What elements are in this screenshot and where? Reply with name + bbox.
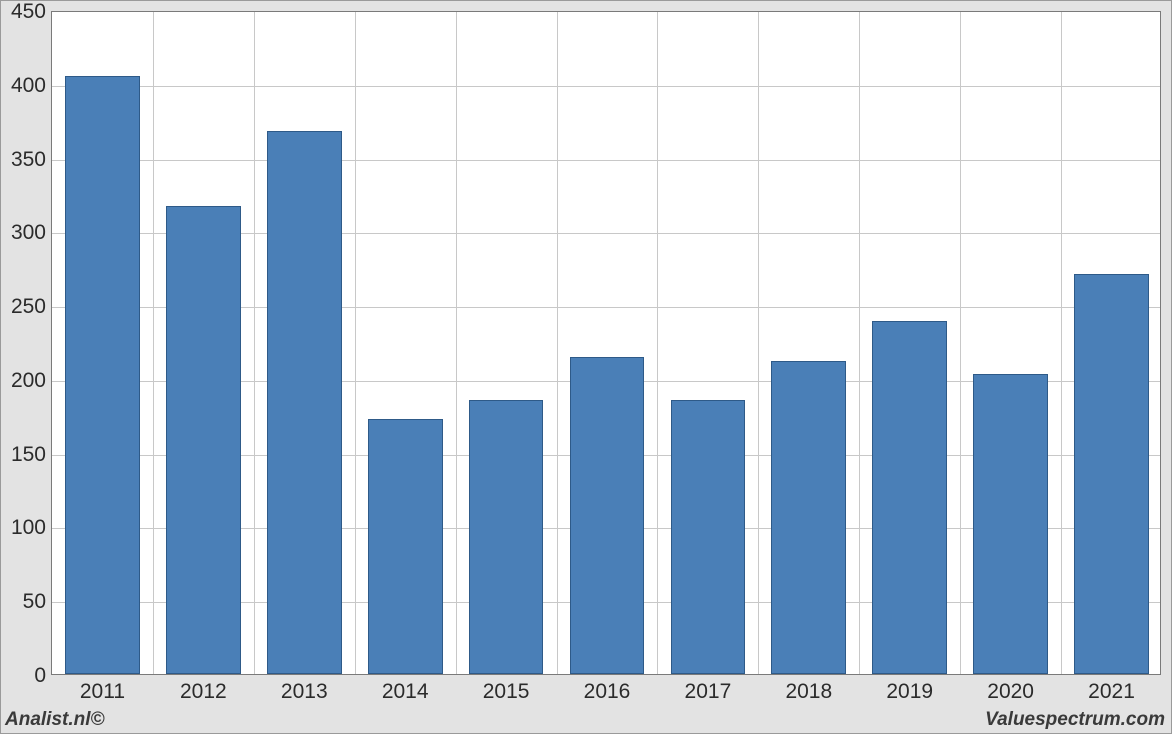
gridline-vertical bbox=[456, 12, 457, 674]
bar bbox=[469, 400, 544, 674]
x-axis-label: 2017 bbox=[685, 674, 732, 704]
y-axis-label: 200 bbox=[11, 369, 52, 393]
y-axis-label: 0 bbox=[34, 664, 52, 688]
y-axis-label: 100 bbox=[11, 516, 52, 540]
gridline-vertical bbox=[758, 12, 759, 674]
gridline-horizontal bbox=[52, 86, 1160, 87]
bar bbox=[872, 321, 947, 674]
bar bbox=[166, 206, 241, 674]
chart-container: 0 50 100 150 200 250 300 350 400 450 2011 2012 2013 2… bbox=[0, 0, 1172, 734]
y-axis-label: 300 bbox=[11, 221, 52, 245]
footer-left-text: Analist.nl© bbox=[5, 709, 105, 731]
bar bbox=[771, 361, 846, 674]
gridline-vertical bbox=[355, 12, 356, 674]
x-axis-label: 2012 bbox=[180, 674, 227, 704]
bar bbox=[267, 131, 342, 674]
y-axis-label: 50 bbox=[23, 590, 52, 614]
y-axis-label: 150 bbox=[11, 443, 52, 467]
x-axis-label: 2011 bbox=[80, 674, 125, 704]
x-axis-label: 2014 bbox=[382, 674, 429, 704]
y-axis-label: 400 bbox=[11, 74, 52, 98]
gridline-vertical bbox=[960, 12, 961, 674]
x-axis-label: 2021 bbox=[1088, 674, 1135, 704]
y-axis-label: 350 bbox=[11, 148, 52, 172]
bar bbox=[671, 400, 746, 674]
bar bbox=[973, 374, 1048, 674]
gridline-vertical bbox=[254, 12, 255, 674]
bar bbox=[1074, 274, 1149, 674]
gridline-vertical bbox=[557, 12, 558, 674]
bar bbox=[570, 357, 645, 674]
gridline-vertical bbox=[657, 12, 658, 674]
bar bbox=[368, 419, 443, 674]
x-axis-label: 2019 bbox=[886, 674, 933, 704]
gridline-horizontal bbox=[52, 160, 1160, 161]
x-axis-label: 2020 bbox=[987, 674, 1034, 704]
chart-wrap: 0 50 100 150 200 250 300 350 400 450 2011 2012 2013 2… bbox=[1, 1, 1171, 733]
x-axis-label: 2013 bbox=[281, 674, 328, 704]
bar bbox=[65, 76, 140, 674]
y-axis-label: 250 bbox=[11, 295, 52, 319]
footer-right-text: Valuespectrum.com bbox=[985, 709, 1165, 731]
x-axis-label: 2018 bbox=[785, 674, 832, 704]
y-axis-label: 450 bbox=[11, 0, 52, 24]
x-axis-label: 2015 bbox=[483, 674, 530, 704]
gridline-vertical bbox=[859, 12, 860, 674]
plot-area: 0501001502002503003504004502011201220132… bbox=[51, 11, 1161, 675]
gridline-vertical bbox=[1061, 12, 1062, 674]
gridline-vertical bbox=[153, 12, 154, 674]
x-axis-label: 2016 bbox=[584, 674, 631, 704]
